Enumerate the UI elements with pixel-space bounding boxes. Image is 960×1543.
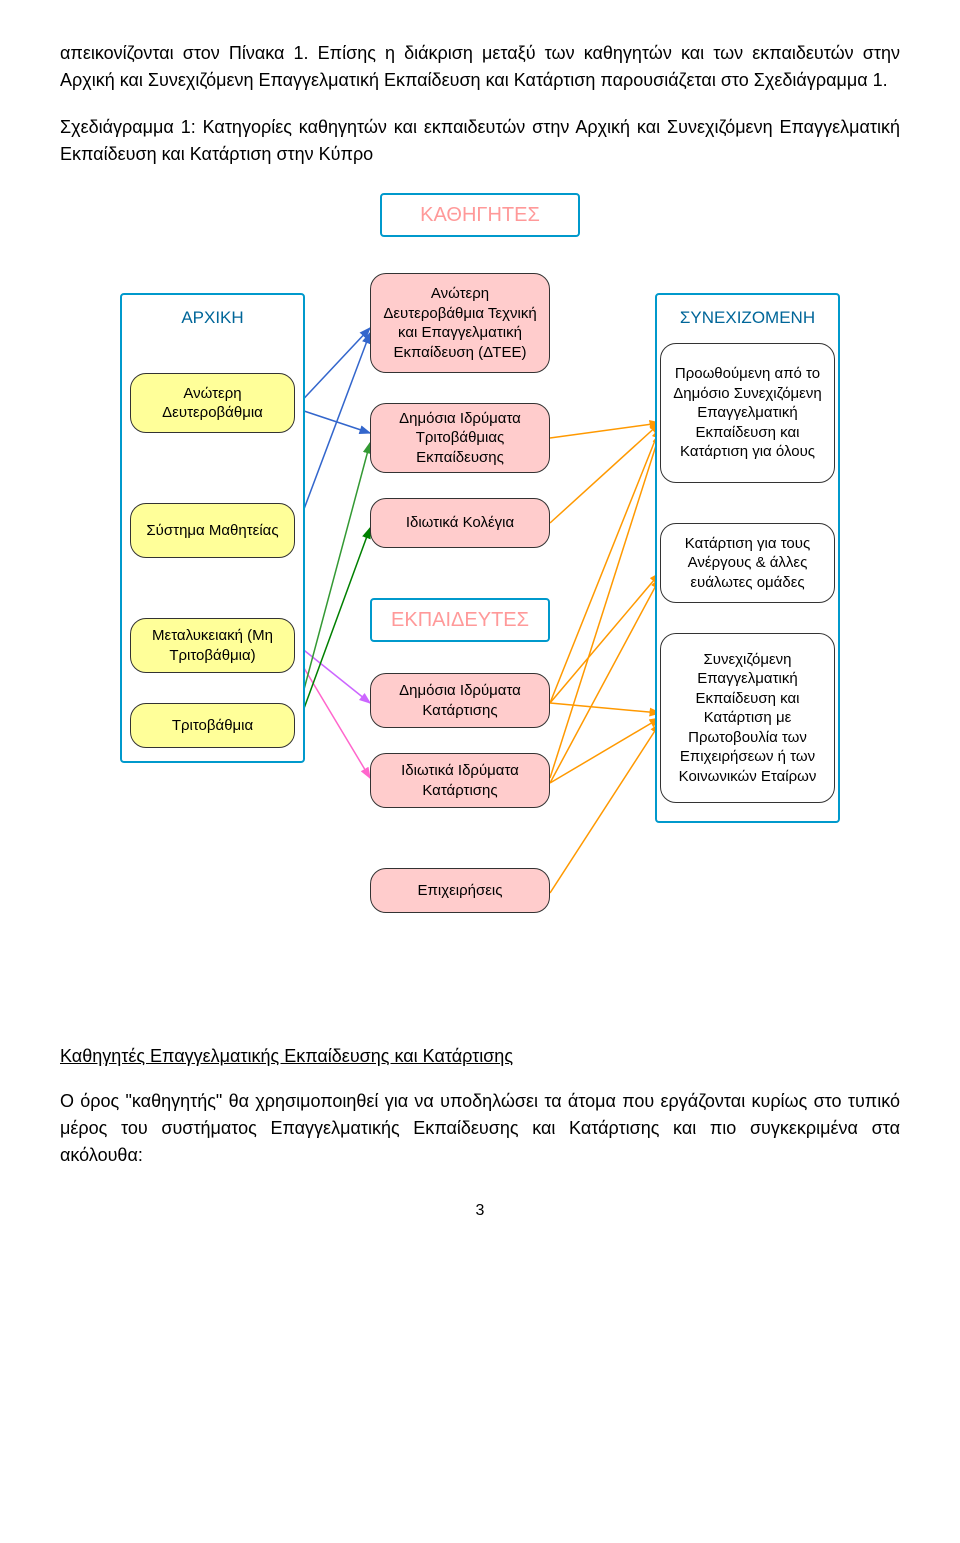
center-node-4: Δημόσια Ιδρύματα Κατάρτισης — [370, 673, 550, 728]
left-column-label: ΑΡΧΙΚΗ — [181, 307, 243, 329]
right-node-2: Κατάρτιση για τους Ανέργους & άλλες ευάλ… — [660, 523, 835, 603]
left-node-1: Ανώτερη Δευτεροβάθμια — [130, 373, 295, 433]
diagram: ΚΑΘΗΓΗΤΕΣ ΑΡΧΙΚΗ ΣΥΝΕΧΙΖΟΜΕΝΗ Ανώτερη Δε… — [120, 193, 840, 1013]
center-node-1: Ανώτερη Δευτεροβάθμια Τεχνική και Επαγγε… — [370, 273, 550, 373]
left-node-4: Τριτοβάθμια — [130, 703, 295, 748]
section-heading: Καθηγητές Επαγγελματικής Εκπαίδευσης και… — [60, 1043, 900, 1070]
diagram-caption: Σχεδιάγραμμα 1: Κατηγορίες καθηγητών και… — [60, 114, 900, 168]
center-node-2: Δημόσια Ιδρύματα Τριτοβάθμιας Εκπαίδευση… — [370, 403, 550, 473]
left-node-3: Μεταλυκειακή (Μη Τριτοβάθμια) — [130, 618, 295, 673]
right-node-3: Συνεχιζόμενη Επαγγελματική Εκπαίδευση κα… — [660, 633, 835, 803]
center-node-5: Ιδιωτικά Ιδρύματα Κατάρτισης — [370, 753, 550, 808]
outro-paragraph: Ο όρος "καθηγητής" θα χρησιμοποιηθεί για… — [60, 1088, 900, 1169]
page-number: 3 — [60, 1199, 900, 1223]
center-node-3: Ιδιωτικά Κολέγια — [370, 498, 550, 548]
header-teachers: ΚΑΘΗΓΗΤΕΣ — [380, 193, 580, 237]
right-column-label: ΣΥΝΕΧΙΖΟΜΕΝΗ — [680, 307, 815, 329]
header-trainers: ΕΚΠΑΙΔΕΥΤΕΣ — [370, 598, 550, 642]
right-node-1: Προωθούμενη από το Δημόσιο Συνεχιζόμενη … — [660, 343, 835, 483]
intro-paragraph: απεικονίζονται στον Πίνακα 1. Επίσης η δ… — [60, 40, 900, 94]
center-node-6: Επιχειρήσεις — [370, 868, 550, 913]
left-node-2: Σύστημα Μαθητείας — [130, 503, 295, 558]
